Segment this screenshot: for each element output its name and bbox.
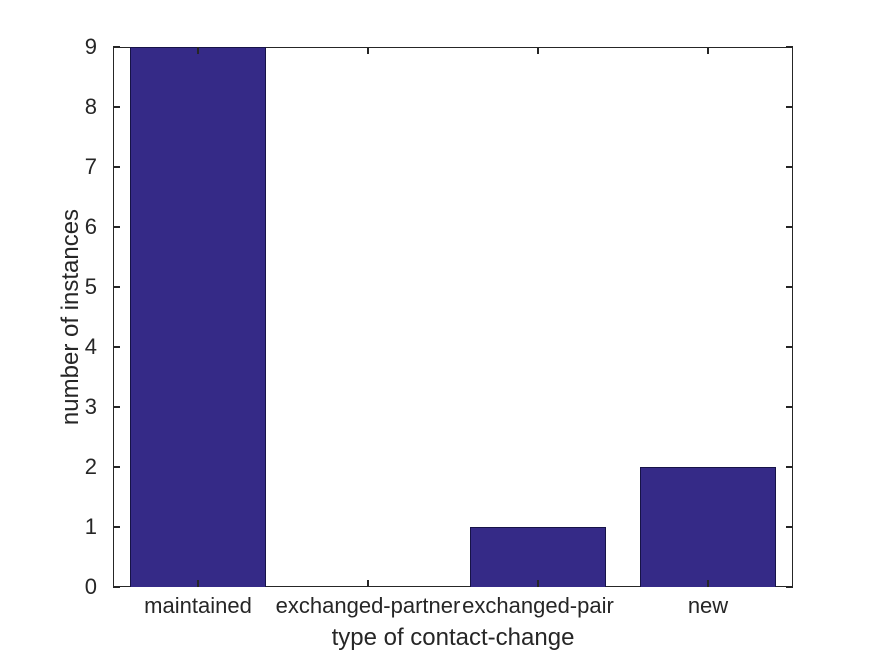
plot-area: 0 1 2 3 4 5 6 7 8 9 maintained exchanged-partner exc… [85,36,793,617]
y-tick-right [786,526,793,528]
y-tick-right [786,46,793,48]
x-category-label: new [687,593,729,618]
y-tick-label: 1 [84,514,97,539]
y-tick-label: 8 [84,94,97,119]
y-tick-left [113,526,120,528]
y-tick-left [113,286,120,288]
y-tick-label: 3 [84,394,97,419]
y-tick-right [786,466,793,468]
bar-exchanged-pair [470,527,606,587]
y-tick-right [786,106,793,108]
y-tick-left [113,406,120,408]
x-tick-top [537,47,539,54]
y-tick-right [786,226,793,228]
x-category-label: maintained [144,593,252,618]
y-tick-label: 6 [84,214,97,239]
y-tick-label: 9 [84,34,97,59]
x-category-label: exchanged-partner [275,593,461,618]
bar-maintained [130,47,266,587]
x-category-label: exchanged-pair [462,593,614,618]
y-tick-left [113,106,120,108]
y-tick-right [786,286,793,288]
y-tick-right [786,586,793,588]
y-tick-label: 4 [84,334,97,359]
y-tick-right [786,346,793,348]
y-tick-left [113,586,120,588]
y-tick-left [113,166,120,168]
y-tick-label: 5 [84,274,97,299]
x-tick-bottom [707,580,709,587]
x-axis-label: type of contact-change [331,624,575,651]
x-tick-bottom [537,580,539,587]
y-tick-label: 7 [84,154,97,179]
y-tick-label: 2 [84,454,97,479]
x-tick-top [367,47,369,54]
x-tick-bottom [367,580,369,587]
y-tick-left [113,46,120,48]
x-tick-top [707,47,709,54]
y-tick-left [113,226,120,228]
y-tick-left [113,346,120,348]
x-tick-bottom [197,580,199,587]
x-tick-top [197,47,199,54]
bar-new [640,467,776,587]
y-tick-left [113,466,120,468]
y-tick-label: 0 [84,574,97,599]
y-tick-right [786,406,793,408]
y-tick-right [786,166,793,168]
y-axis-label: number of instances [57,208,84,426]
